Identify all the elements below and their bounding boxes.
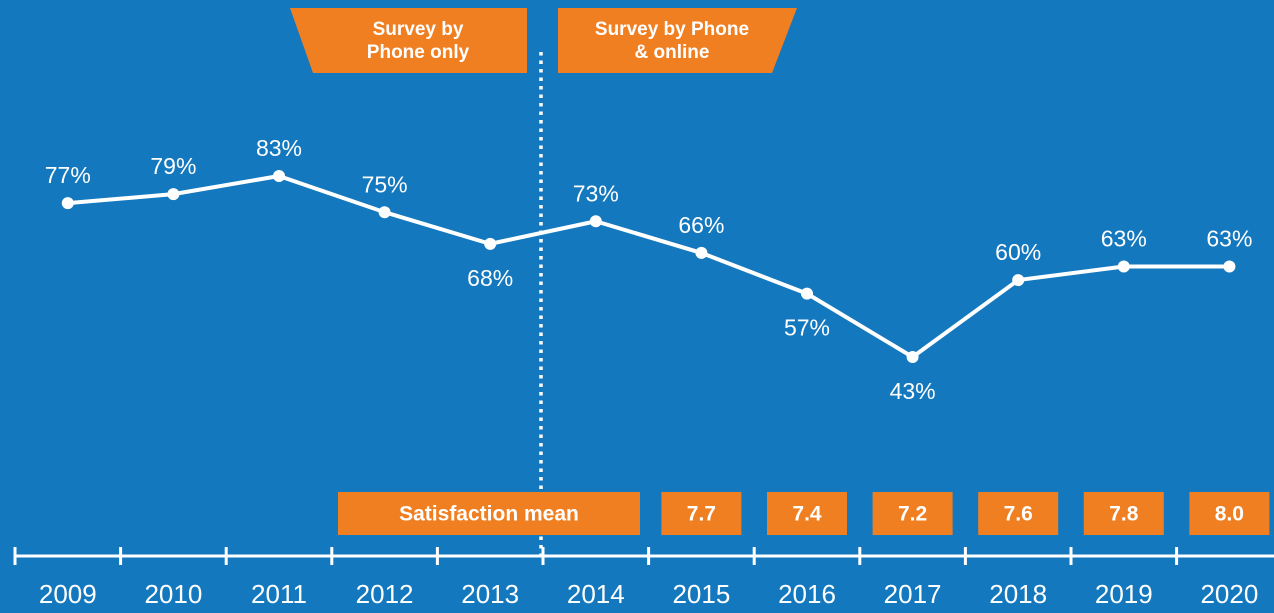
data-label: 66% <box>678 212 724 238</box>
satisfaction-box <box>767 492 847 535</box>
point <box>273 170 285 182</box>
x-tick-label: 2018 <box>989 579 1047 609</box>
point <box>801 287 813 300</box>
satisfaction-value: 7.8 <box>1109 503 1139 526</box>
satisfaction-box <box>1083 492 1164 535</box>
satisfaction-label: Satisfaction mean <box>399 503 579 526</box>
x-tick-label: 2015 <box>672 579 730 609</box>
annotation-text: Survey by <box>373 19 464 40</box>
point <box>484 237 497 250</box>
x-tick-label: 2019 <box>1095 579 1153 609</box>
x-tick-label: 2014 <box>567 579 625 609</box>
satisfaction-value: 7.6 <box>1004 503 1033 526</box>
data-label: 79% <box>150 153 196 179</box>
x-tick-label: 2020 <box>1200 579 1258 609</box>
annotation-banner <box>290 8 527 73</box>
x-tick-label: 2017 <box>884 579 942 609</box>
x-tick-label: 2013 <box>461 579 519 609</box>
satisfaction-value: 7.4 <box>792 503 822 526</box>
point <box>695 246 708 259</box>
satisfaction-box <box>872 492 953 535</box>
satisfaction-label-box <box>338 492 640 535</box>
x-tick-label: 2012 <box>356 579 414 609</box>
annotation-text: Phone only <box>367 42 470 63</box>
data-label: 60% <box>995 239 1041 265</box>
point <box>589 215 602 228</box>
annotation-text: & online <box>635 42 710 63</box>
data-label: 63% <box>1206 226 1252 252</box>
data-label: 68% <box>467 265 513 291</box>
point <box>378 206 391 219</box>
satisfaction-value: 7.2 <box>898 503 927 526</box>
point <box>1223 260 1236 273</box>
data-label: 77% <box>45 162 91 188</box>
point <box>61 197 74 210</box>
satisfaction-value: 8.0 <box>1215 503 1244 526</box>
satisfaction-box <box>978 492 1059 535</box>
annotation-banner <box>558 8 797 73</box>
data-label: 63% <box>1101 226 1147 252</box>
x-tick-label: 2009 <box>39 579 97 609</box>
point <box>906 351 919 363</box>
data-label: 43% <box>890 378 936 404</box>
satisfaction-box <box>661 492 742 535</box>
annotation-text: Survey by Phone <box>595 19 749 40</box>
point <box>1012 274 1025 287</box>
data-label: 83% <box>256 135 302 161</box>
satisfaction-value: 7.7 <box>687 503 716 526</box>
data-label: 73% <box>573 180 619 206</box>
x-tick-label: 2010 <box>144 579 202 609</box>
x-tick-label: 2016 <box>778 579 836 609</box>
point <box>167 188 180 201</box>
data-label: 75% <box>362 171 408 197</box>
x-tick-label: 2011 <box>251 579 307 609</box>
point <box>1117 260 1130 273</box>
satisfaction-box <box>1189 492 1270 535</box>
line <box>67 174 1230 359</box>
data-label: 57% <box>784 315 830 341</box>
